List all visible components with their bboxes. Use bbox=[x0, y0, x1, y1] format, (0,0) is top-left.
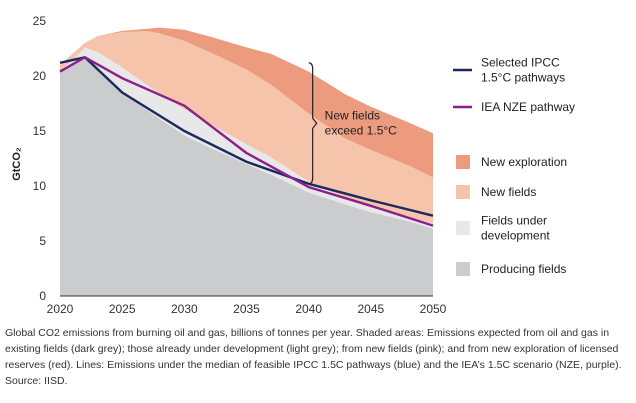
x-tick-label: 2035 bbox=[233, 302, 260, 316]
y-tick-label: 5 bbox=[39, 234, 46, 248]
area-producing-fields bbox=[60, 57, 433, 296]
y-tick-label: 10 bbox=[33, 179, 47, 193]
figure-caption: Global CO2 emissions from burning oil an… bbox=[5, 327, 622, 387]
line-selected-ipcc-1-5-c-pathways bbox=[59, 56, 434, 217]
y-tick-label: 25 bbox=[33, 14, 47, 28]
x-tick-label: 2020 bbox=[47, 302, 74, 316]
x-tick-label: 2050 bbox=[420, 302, 447, 316]
legend-swatch bbox=[456, 185, 470, 199]
legend-swatch bbox=[456, 221, 470, 235]
stacked-areas bbox=[60, 27, 433, 297]
legend-item-producing-fields: Producing fields bbox=[456, 262, 566, 276]
line-iea-nze-pathway bbox=[59, 56, 434, 227]
legend-item-iea-nze-pathway: IEA NZE pathway bbox=[453, 100, 575, 114]
legend-swatch bbox=[456, 262, 470, 276]
x-tick-label: 2045 bbox=[357, 302, 384, 316]
y-tick-label: 20 bbox=[33, 69, 47, 83]
legend-label: Fields under bbox=[481, 214, 547, 228]
legend-swatch bbox=[456, 155, 470, 169]
annotation-bracket bbox=[308, 62, 318, 185]
legend-item-new-exploration: New exploration bbox=[456, 155, 567, 169]
annotation-text: exceed 1.5°C bbox=[325, 123, 398, 137]
legend-label: New fields bbox=[481, 185, 536, 199]
y-axis-label: GtCO₂ bbox=[11, 147, 23, 181]
y-tick-label: 15 bbox=[33, 124, 47, 138]
annotation-text: New fields bbox=[325, 108, 380, 122]
legend-label: Selected IPCC bbox=[481, 56, 560, 70]
x-tick-label: 2025 bbox=[109, 302, 136, 316]
x-tick-label: 2030 bbox=[171, 302, 198, 316]
legend-item-new-fields: New fields bbox=[456, 185, 536, 199]
pathway-lines bbox=[59, 56, 434, 227]
legend-label: development bbox=[481, 229, 550, 243]
x-tick-label: 2040 bbox=[295, 302, 322, 316]
y-tick-label: 0 bbox=[39, 289, 46, 303]
legend-label: 1.5°C pathways bbox=[481, 71, 565, 85]
legend-label: IEA NZE pathway bbox=[481, 100, 575, 114]
legend-label: Producing fields bbox=[481, 262, 566, 276]
legend-label: New exploration bbox=[481, 155, 567, 169]
